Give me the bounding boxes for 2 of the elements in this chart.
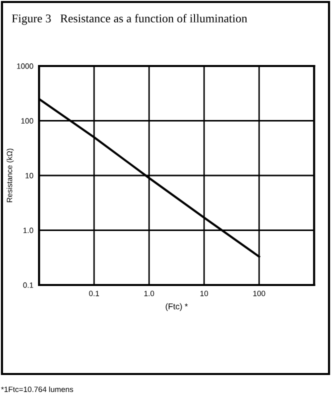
chart-title: Figure 3 Resistance as a function of illumination — [12, 14, 248, 25]
x-axis-title: (Ftc) * — [166, 303, 188, 311]
